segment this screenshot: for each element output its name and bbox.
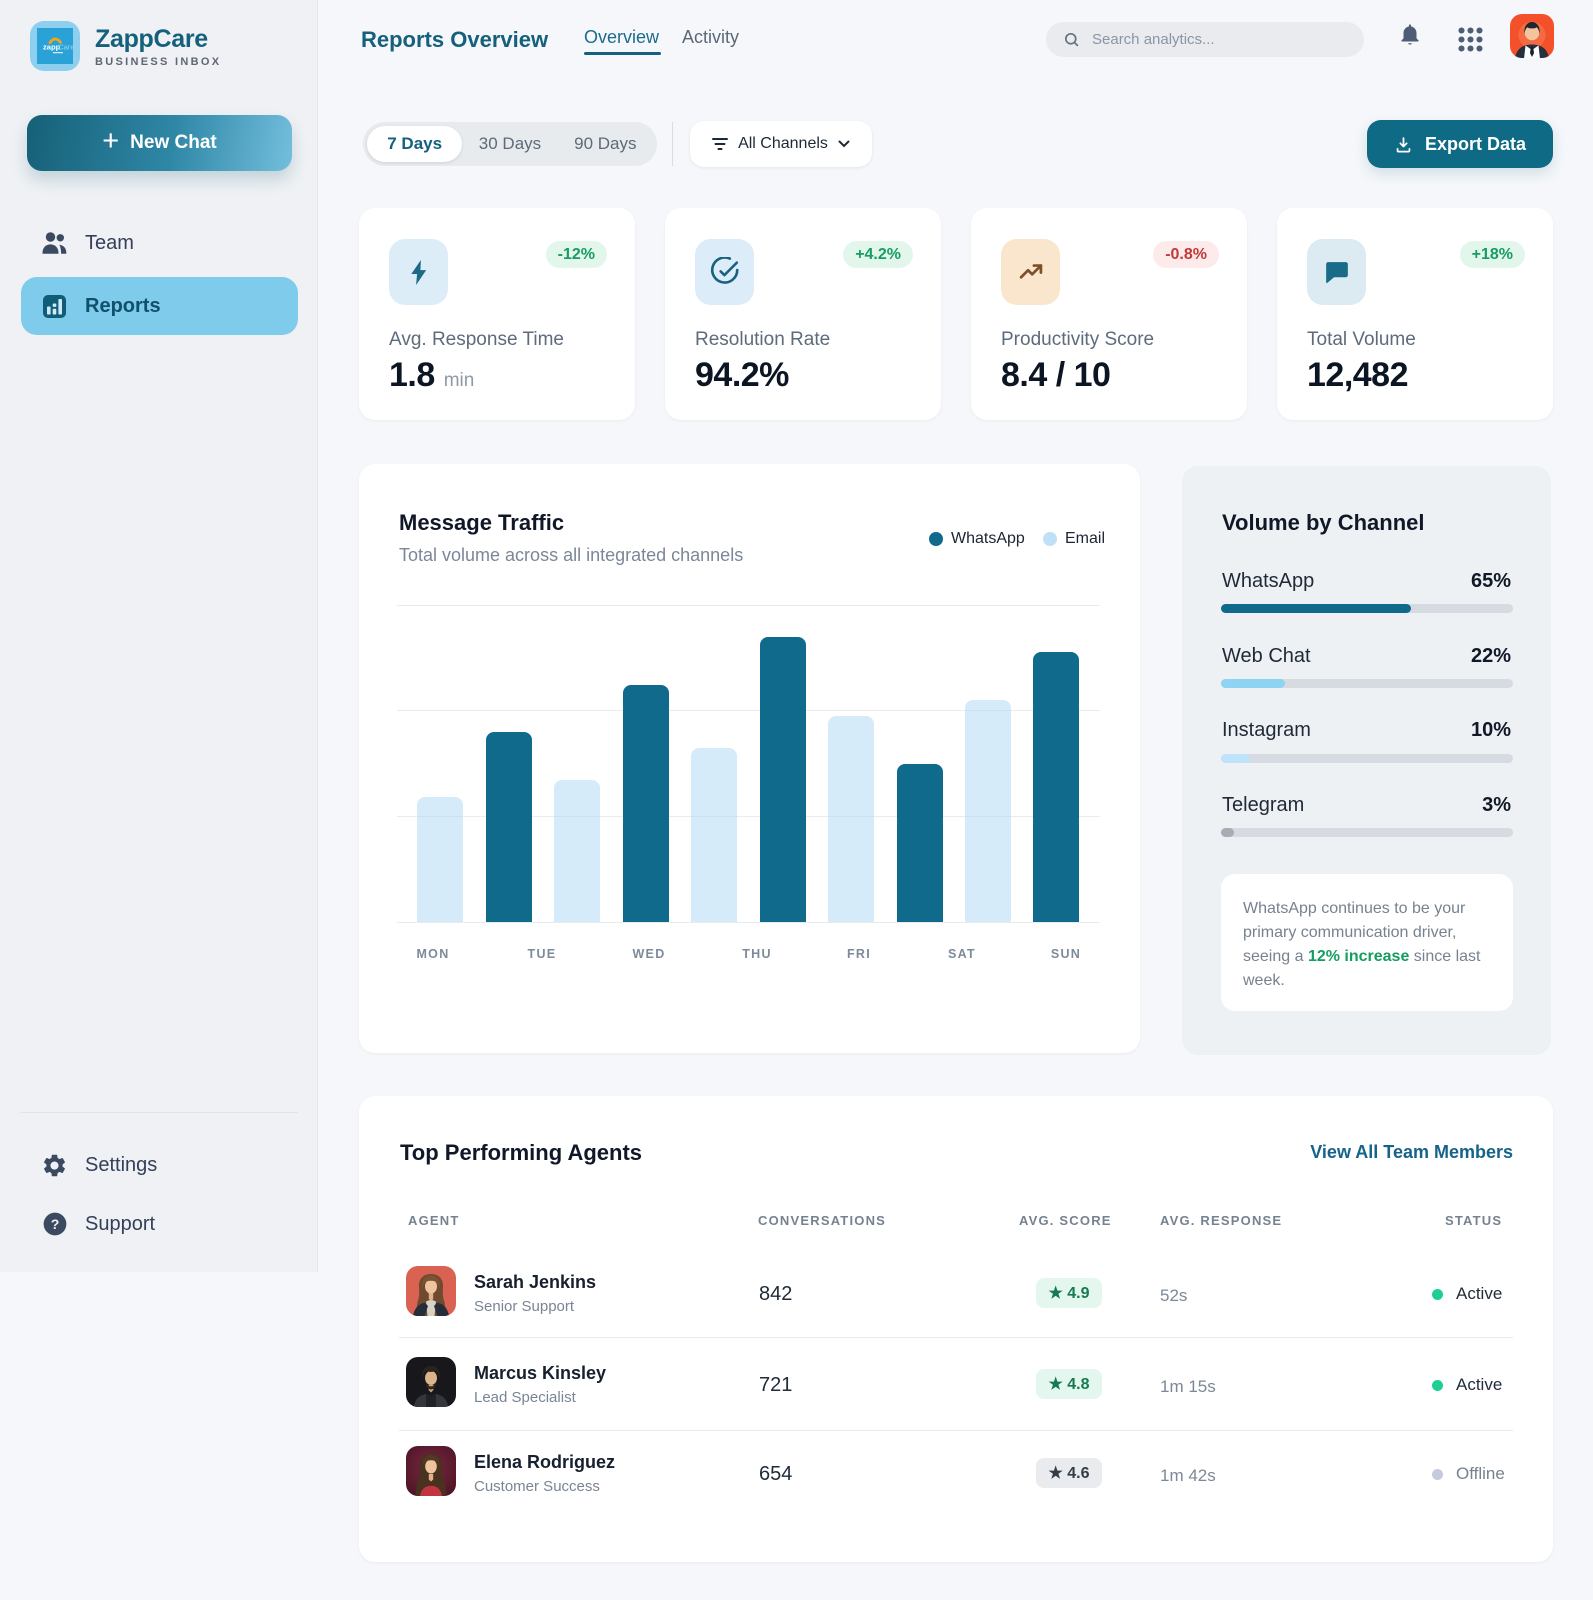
svg-text:Care: Care bbox=[58, 43, 74, 52]
svg-text:?: ? bbox=[50, 1216, 59, 1232]
svg-text:zapp: zapp bbox=[43, 43, 61, 52]
